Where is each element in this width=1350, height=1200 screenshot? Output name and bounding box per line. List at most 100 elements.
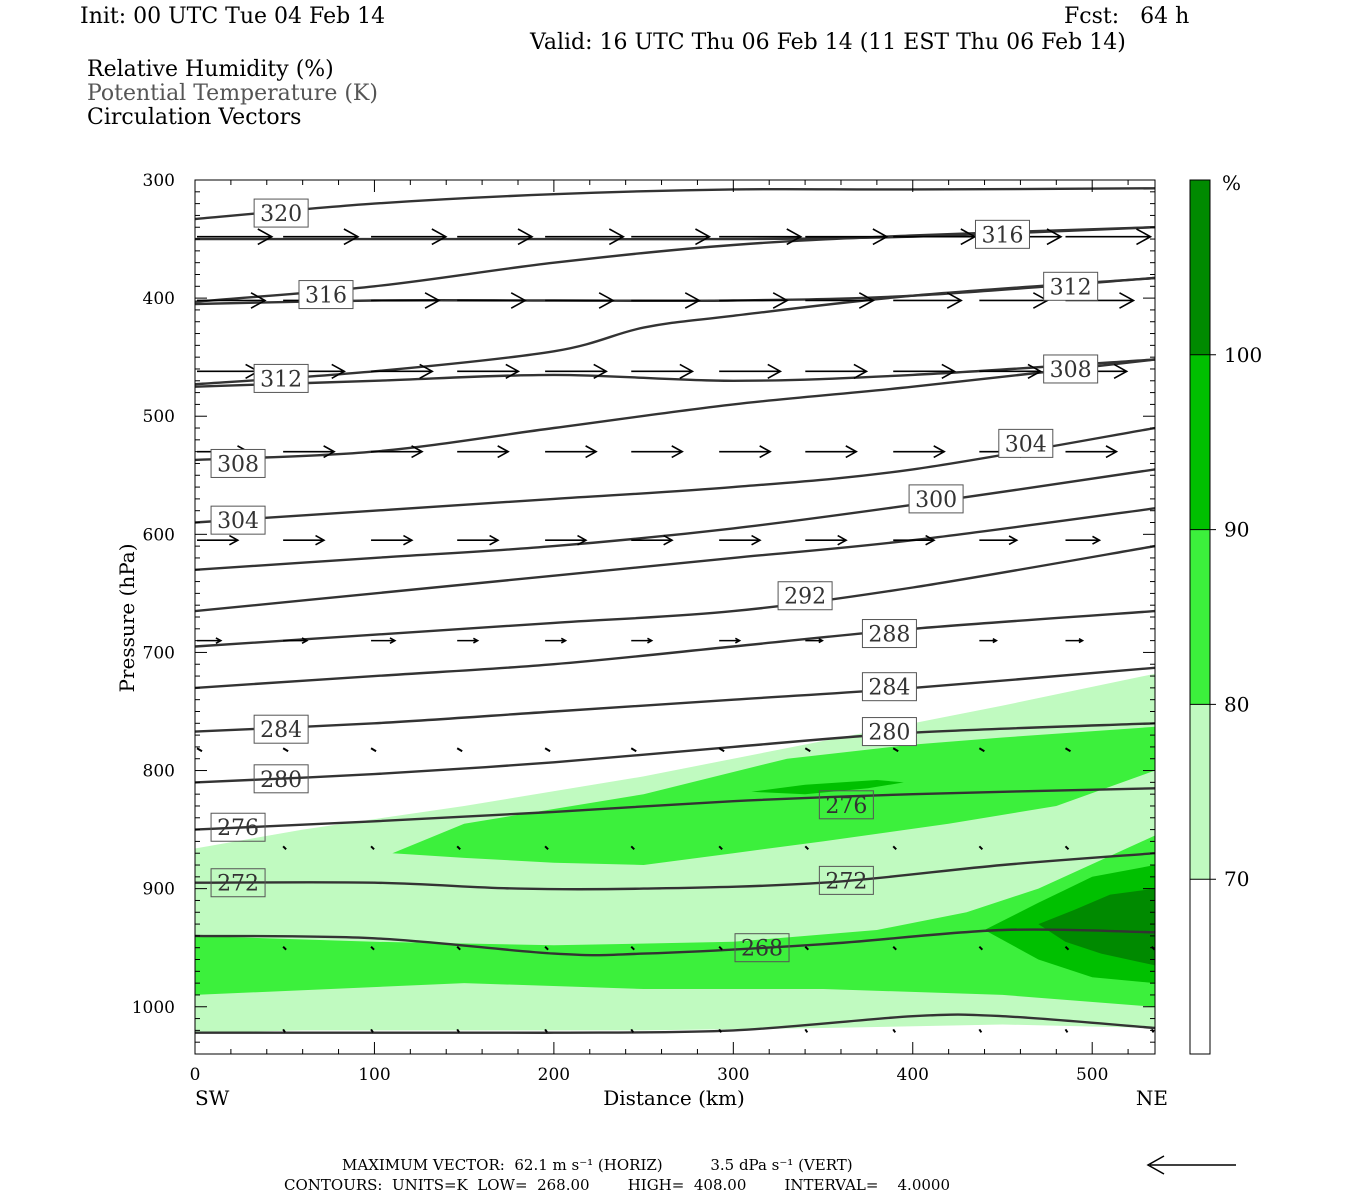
circulation-vector — [892, 945, 897, 951]
contour-label: 268 — [734, 933, 790, 963]
theta-contour-316-2 — [195, 226, 1155, 303]
circulation-vector — [371, 445, 424, 459]
y-tick-label: 900 — [143, 880, 175, 900]
legend-rh: Relative Humidity (%) — [87, 57, 334, 82]
contour-label: 312 — [1043, 271, 1099, 301]
contour-label: 272 — [818, 865, 874, 895]
theta-contour-layer — [195, 187, 1155, 1035]
contour-label: 292 — [777, 581, 833, 611]
colorbar-level-label: 100 — [1224, 343, 1262, 367]
y-tick-label: 500 — [143, 407, 175, 427]
colorbar-swatch — [1190, 704, 1210, 880]
circulation-vector — [1065, 228, 1153, 246]
x-tick-label: 500 — [1076, 1065, 1108, 1085]
circulation-vector — [631, 445, 684, 459]
circulation-vector — [371, 534, 414, 546]
circulation-vector — [283, 445, 336, 459]
theta-contour-296-9 — [195, 507, 1155, 613]
colorbar-swatch — [1190, 354, 1210, 530]
theta-contour-264-17 — [195, 1013, 1155, 1035]
circulation-vector — [544, 747, 551, 753]
circulation-vector — [978, 747, 985, 753]
y-tick-label: 600 — [143, 525, 175, 545]
circulation-vector — [196, 747, 203, 753]
circulation-vector — [545, 637, 568, 644]
contour-label-text: 280 — [260, 768, 302, 793]
contour-label-text: 304 — [1005, 432, 1047, 457]
circulation-vector — [892, 845, 897, 851]
circulation-vector — [545, 363, 608, 379]
colorbar: 100 90 80 70 — [1189, 179, 1262, 1055]
colorbar-swatch — [1190, 180, 1210, 355]
contour-label: 304 — [998, 428, 1054, 458]
circulation-vector — [630, 845, 635, 851]
circulation-vector — [719, 445, 772, 459]
max-vector-note: MAXIMUM VECTOR: 62.1 m s⁻¹ (HORIZ) 3.5 d… — [342, 1156, 853, 1174]
contour-label: 308 — [1043, 354, 1099, 384]
colorbar-level-label: 70 — [1224, 867, 1249, 891]
theta-contour-304-7 — [195, 426, 1155, 524]
circulation-vector — [282, 945, 287, 951]
circulation-vector — [544, 945, 549, 951]
circulation-vector — [1064, 747, 1072, 753]
circulation-vector — [197, 363, 260, 379]
circulation-vector — [718, 845, 723, 851]
circulation-vector — [719, 534, 762, 546]
x-axis-label: Distance (km) — [603, 1086, 745, 1110]
circulation-vector — [631, 292, 701, 309]
y-tick-label: 700 — [143, 643, 175, 663]
circulation-vector — [804, 747, 811, 753]
contour-label-text: 280 — [868, 721, 910, 746]
circulation-vector — [1064, 1028, 1069, 1033]
circulation-vector — [804, 1028, 809, 1033]
circulation-vector — [718, 945, 723, 951]
contour-label: 308 — [210, 448, 266, 478]
contour-label-text: 284 — [868, 676, 910, 701]
circulation-vector — [893, 228, 977, 246]
circulation-vector — [719, 228, 803, 246]
circulation-vector — [719, 363, 783, 379]
x-tick-label: 0 — [190, 1065, 201, 1085]
contour-label: 284 — [861, 672, 917, 702]
axes-layer: 300 400 500 600 700 800 900 1000 0 100 200 300 400 50… — [132, 171, 1155, 1085]
circulation-vector — [893, 363, 957, 379]
contour-label: 320 — [253, 198, 309, 228]
contour-label: 276 — [210, 812, 266, 842]
circulation-vector — [979, 292, 1050, 309]
contour-label: 288 — [861, 619, 917, 649]
y-tick-label: 300 — [143, 171, 175, 191]
colorbar-swatch — [1190, 879, 1210, 1054]
x-tick-label: 100 — [358, 1065, 390, 1085]
circulation-vector — [370, 747, 377, 753]
circulation-vector — [718, 747, 725, 753]
contour-label: 300 — [908, 484, 964, 514]
reference-vector-arrow — [1146, 1155, 1236, 1175]
contour-label: 316 — [974, 219, 1030, 249]
valid-time: Valid: 16 UTC Thu 06 Feb 14 (11 EST Thu … — [530, 30, 1126, 55]
y-tick-label: 800 — [143, 762, 175, 782]
contour-label: 316 — [298, 280, 354, 310]
circulation-vector — [631, 363, 695, 379]
vector-layer — [196, 228, 1155, 1033]
circulation-vector — [545, 534, 588, 546]
contour-label-layer: 320 316 316 312 312 308 308 304 304 300 292 288 284 2… — [210, 198, 1099, 963]
circulation-vector — [370, 945, 375, 951]
theta-contour-300-8 — [195, 468, 1155, 571]
contour-label-text: 320 — [260, 202, 302, 227]
theta-contour-320-0 — [195, 187, 1155, 221]
circulation-vector — [893, 292, 963, 309]
circulation-vector — [892, 1028, 897, 1033]
contour-label-text: 316 — [305, 284, 347, 309]
circulation-vector — [893, 534, 936, 546]
circulation-vector — [630, 1028, 635, 1033]
circulation-vector — [1065, 535, 1102, 545]
colorbar-unit: % — [1222, 171, 1241, 195]
circulation-vector — [718, 1028, 723, 1033]
circulation-vector — [630, 747, 637, 753]
circulation-vector — [282, 747, 289, 753]
y-tick-label: 400 — [143, 289, 175, 309]
circulation-vector — [456, 845, 461, 851]
circulation-vector — [631, 637, 654, 644]
colorbar-level-label: 90 — [1224, 518, 1249, 542]
